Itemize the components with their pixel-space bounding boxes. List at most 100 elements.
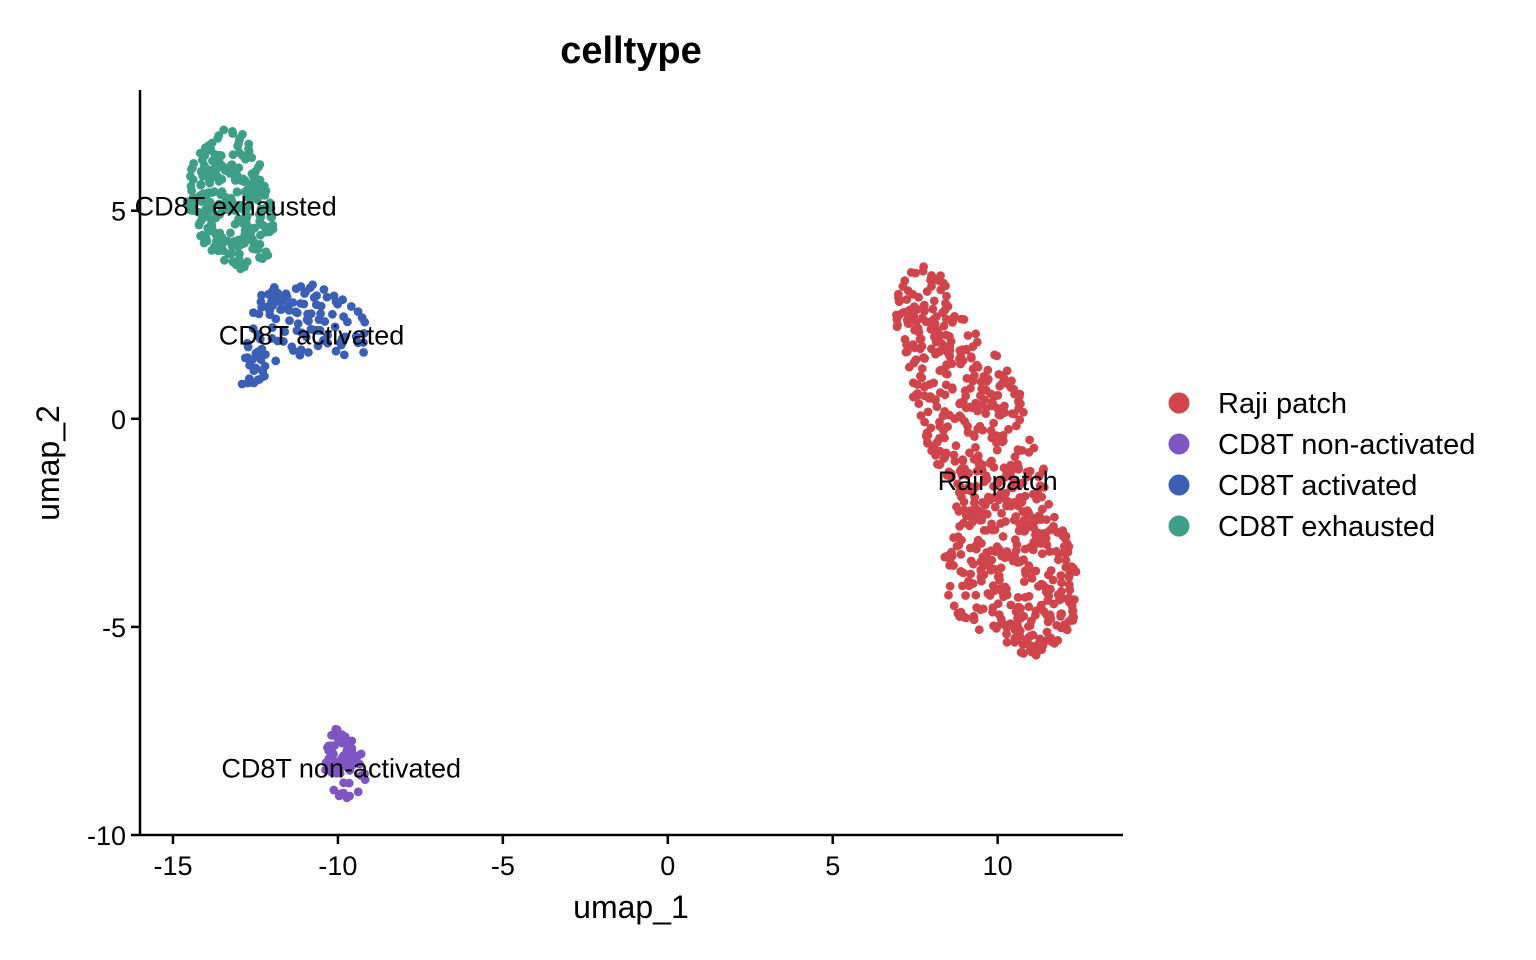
scatter-point	[936, 285, 946, 295]
scatter-point	[319, 285, 329, 294]
scatter-point	[267, 222, 276, 231]
scatter-point	[353, 751, 363, 761]
scatter-point	[1024, 602, 1034, 612]
scatter-point	[1027, 574, 1037, 583]
scatter-point	[997, 379, 1007, 389]
scatter-point	[269, 294, 278, 304]
scatter-point	[1063, 547, 1073, 557]
scatter-point	[992, 624, 1001, 633]
scatter-point	[336, 761, 346, 771]
scatter-point	[1061, 555, 1071, 565]
scatter-point	[1021, 569, 1031, 579]
scatter-point	[1051, 546, 1061, 556]
scatter-point	[945, 581, 955, 591]
scatter-point	[910, 343, 920, 353]
scatter-point	[260, 190, 270, 200]
scatter-point	[255, 334, 265, 344]
scatter-point	[334, 791, 344, 801]
scatter-point	[342, 793, 352, 803]
scatter-point	[973, 424, 983, 434]
scatter-point	[253, 177, 263, 187]
scatter-point	[977, 465, 987, 475]
scatter-point	[984, 492, 993, 502]
scatter-point	[940, 305, 950, 315]
scatter-point	[932, 312, 941, 322]
scatter-point	[203, 200, 213, 210]
scatter-point	[1038, 504, 1047, 514]
scatter-point	[228, 126, 237, 136]
scatter-point	[234, 254, 244, 264]
scatter-point	[335, 338, 345, 348]
scatter-point	[1004, 424, 1013, 434]
x-tick-label: -15	[153, 851, 192, 881]
scatter-point	[942, 314, 951, 324]
scatter-point	[1010, 633, 1020, 643]
scatter-point	[1052, 621, 1061, 630]
scatter-point	[919, 300, 929, 310]
scatter-point	[936, 365, 946, 375]
scatter-point	[351, 332, 361, 341]
scatter-point	[956, 359, 965, 369]
scatter-point	[933, 437, 942, 447]
scatter-point	[1024, 561, 1034, 571]
legend-key	[1168, 433, 1190, 455]
scatter-point	[210, 149, 220, 159]
scatter-point	[327, 730, 336, 740]
scatter-point	[1002, 366, 1012, 376]
scatter-point	[908, 290, 918, 299]
scatter-point	[926, 324, 936, 334]
scatter-point	[257, 302, 267, 312]
scatter-point	[935, 417, 944, 427]
scatter-point	[360, 769, 369, 779]
scatter-point	[963, 421, 972, 431]
x-tick-label: 10	[983, 851, 1013, 881]
scatter-point	[1058, 526, 1068, 536]
scatter-point	[910, 314, 919, 324]
scatter-point	[1018, 478, 1028, 487]
scatter-point	[256, 219, 266, 229]
scatter-point	[987, 555, 997, 565]
scatter-point	[1001, 517, 1010, 526]
scatter-point	[288, 346, 298, 355]
scatter-point	[324, 766, 333, 775]
scatter-point	[968, 376, 978, 386]
scatter-point	[1039, 464, 1048, 474]
scatter-point	[1037, 549, 1047, 559]
scatter-point	[923, 407, 933, 417]
scatter-point	[974, 625, 984, 635]
scatter-point	[972, 360, 982, 370]
scatter-point	[339, 778, 348, 788]
scatter-point	[1025, 466, 1035, 476]
scatter-point	[953, 609, 963, 618]
x-axis-ticks: -15 -10 -5 0 5 10	[153, 835, 1013, 881]
scatter-point	[966, 569, 975, 579]
scatter-point	[346, 302, 356, 311]
scatter-point	[1014, 602, 1024, 612]
scatter-point	[304, 348, 313, 357]
scatter-point	[226, 228, 235, 238]
scatter-point	[230, 237, 240, 246]
scatter-point	[972, 603, 982, 612]
scatter-point	[990, 525, 1000, 535]
scatter-point	[1009, 409, 1019, 419]
scatter-point	[920, 381, 930, 391]
scatter-point	[986, 565, 996, 575]
scatter-point	[1044, 499, 1054, 509]
scatter-point	[996, 476, 1005, 486]
scatter-point	[894, 289, 903, 299]
scatter-point	[247, 188, 257, 198]
scatter-point	[987, 433, 997, 443]
scatter-point	[249, 366, 259, 375]
cluster-label: CD8T activated	[219, 321, 405, 351]
scatter-point	[965, 481, 974, 491]
scatter-point	[313, 341, 323, 351]
scatter-point	[1022, 635, 1032, 645]
scatter-point	[333, 299, 342, 309]
scatter-point	[1005, 619, 1015, 628]
scatter-point	[234, 139, 243, 149]
scatter-point	[288, 298, 298, 307]
scatter-point	[1012, 620, 1022, 629]
scatter-point	[232, 187, 242, 197]
scatter-point	[950, 312, 959, 321]
y-tick-label: -10	[87, 821, 126, 851]
